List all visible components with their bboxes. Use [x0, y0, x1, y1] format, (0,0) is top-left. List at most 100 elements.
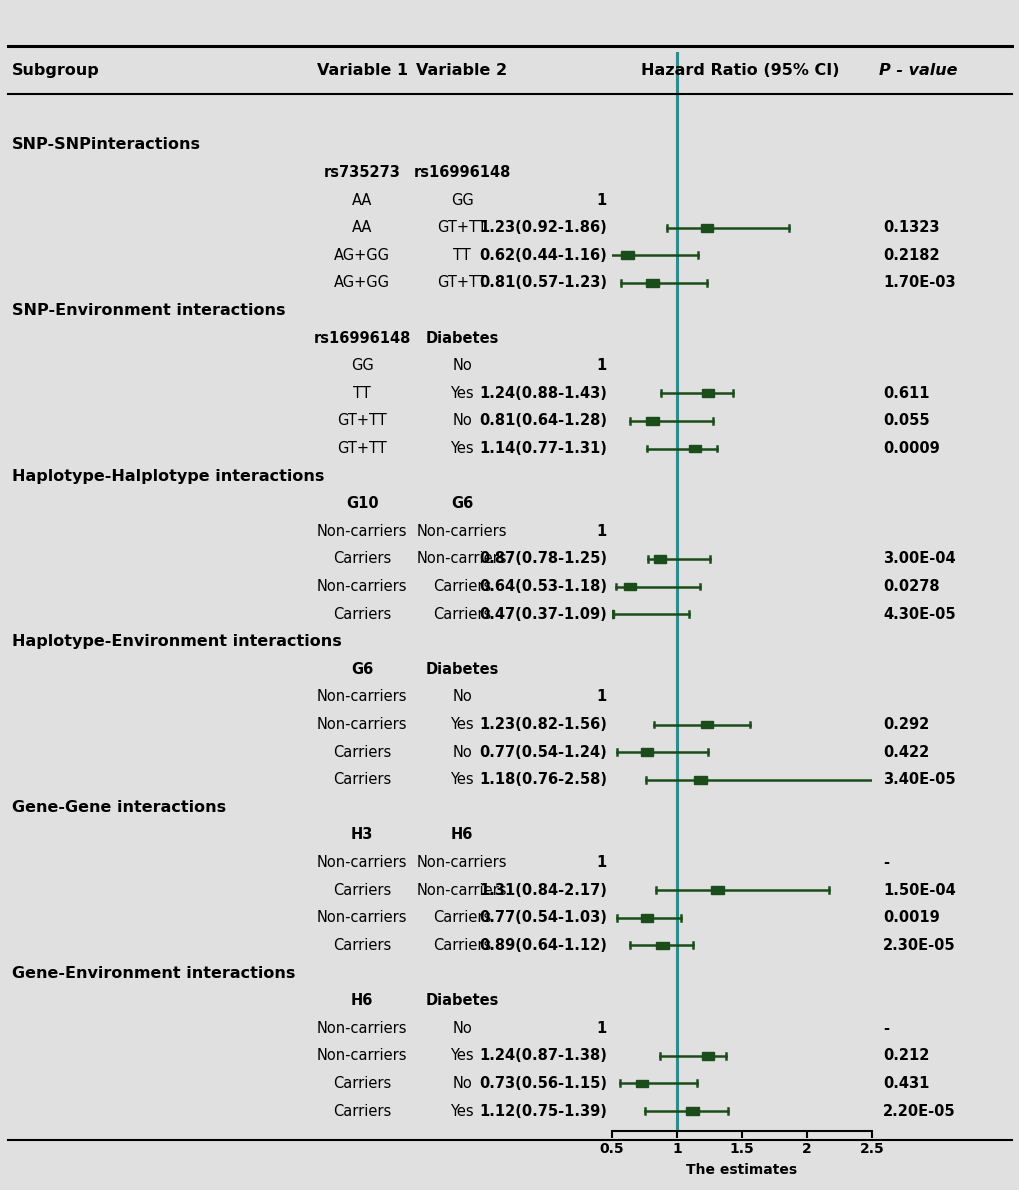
Text: 1.24(0.88-1.43): 1.24(0.88-1.43) [479, 386, 606, 401]
Text: 0.73(0.56-1.15): 0.73(0.56-1.15) [479, 1076, 606, 1091]
Text: Diabetes: Diabetes [425, 662, 498, 677]
Text: Carriers: Carriers [332, 607, 391, 621]
Text: SNP-SNPinteractions: SNP-SNPinteractions [12, 137, 201, 152]
Text: 0.62(0.44-1.16): 0.62(0.44-1.16) [479, 248, 606, 263]
Bar [645, 416, 658, 425]
Text: 1: 1 [596, 1021, 606, 1035]
Text: 1.12(0.75-1.39): 1.12(0.75-1.39) [479, 1103, 606, 1119]
Text: 3.00E-04: 3.00E-04 [882, 551, 955, 566]
Text: Non-carriers: Non-carriers [317, 1048, 407, 1064]
Text: Carriers: Carriers [332, 772, 391, 788]
Text: Carriers: Carriers [432, 910, 491, 926]
Text: AG+GG: AG+GG [334, 248, 389, 263]
Text: 0.81(0.57-1.23): 0.81(0.57-1.23) [479, 275, 606, 290]
Text: Carriers: Carriers [332, 938, 391, 953]
Text: 1.14(0.77-1.31): 1.14(0.77-1.31) [479, 441, 606, 456]
Text: 1: 1 [596, 524, 606, 539]
Bar [701, 389, 713, 397]
Bar [601, 610, 613, 618]
Text: Carriers: Carriers [332, 1103, 391, 1119]
Text: Non-carriers: Non-carriers [317, 524, 407, 539]
Text: 0.2182: 0.2182 [882, 248, 940, 263]
Text: 3.40E-05: 3.40E-05 [882, 772, 955, 788]
Text: Yes: Yes [449, 1048, 474, 1064]
Text: G10: G10 [345, 496, 378, 512]
Bar [700, 224, 712, 232]
Text: 1.50E-04: 1.50E-04 [882, 883, 955, 897]
Text: TT: TT [353, 386, 371, 401]
Text: No: No [451, 1021, 472, 1035]
Bar [653, 555, 665, 563]
Text: Carriers: Carriers [432, 607, 491, 621]
Bar [710, 887, 722, 894]
Text: No: No [451, 358, 472, 374]
Text: 2.20E-05: 2.20E-05 [882, 1103, 955, 1119]
Text: AA: AA [352, 220, 372, 236]
Text: Haplotype-Environment interactions: Haplotype-Environment interactions [12, 634, 341, 650]
Bar [701, 1052, 713, 1060]
Text: 0.422: 0.422 [882, 745, 928, 759]
Text: Gene-Gene interactions: Gene-Gene interactions [12, 800, 226, 815]
Bar [700, 721, 712, 728]
Text: 0.1323: 0.1323 [882, 220, 938, 236]
Text: 0.64(0.53-1.18): 0.64(0.53-1.18) [479, 580, 606, 594]
Text: Non-carriers: Non-carriers [317, 689, 407, 704]
Text: 0.77(0.54-1.24): 0.77(0.54-1.24) [479, 745, 606, 759]
Text: H3: H3 [351, 827, 373, 843]
Text: Non-carriers: Non-carriers [317, 718, 407, 732]
Text: 0.89(0.64-1.12): 0.89(0.64-1.12) [479, 938, 606, 953]
Text: 0.212: 0.212 [882, 1048, 928, 1064]
Text: 1.24(0.87-1.38): 1.24(0.87-1.38) [479, 1048, 606, 1064]
Text: 1.23(0.82-1.56): 1.23(0.82-1.56) [479, 718, 606, 732]
Text: GT+TT: GT+TT [337, 441, 386, 456]
Text: -: - [882, 856, 889, 870]
Text: rs735273: rs735273 [323, 165, 400, 180]
Bar [624, 583, 636, 590]
Bar [686, 1107, 698, 1115]
Text: Carriers: Carriers [432, 938, 491, 953]
Text: 0.0009: 0.0009 [882, 441, 940, 456]
Text: Subgroup: Subgroup [12, 63, 100, 77]
Text: 4.30E-05: 4.30E-05 [882, 607, 955, 621]
Text: Gene-Environment interactions: Gene-Environment interactions [12, 965, 296, 981]
Text: 0.77(0.54-1.03): 0.77(0.54-1.03) [479, 910, 606, 926]
Text: 0.055: 0.055 [882, 413, 929, 428]
Text: 0.0278: 0.0278 [882, 580, 940, 594]
Text: No: No [451, 689, 472, 704]
Text: 0.431: 0.431 [882, 1076, 928, 1091]
Text: Carriers: Carriers [332, 883, 391, 897]
Text: 1: 1 [596, 856, 606, 870]
Text: G6: G6 [351, 662, 373, 677]
Text: H6: H6 [351, 994, 373, 1008]
Text: 0.81(0.64-1.28): 0.81(0.64-1.28) [479, 413, 606, 428]
Bar [621, 251, 633, 259]
Text: Yes: Yes [449, 772, 474, 788]
Text: AG+GG: AG+GG [334, 275, 389, 290]
Text: 0.0019: 0.0019 [882, 910, 940, 926]
Text: 1: 1 [596, 358, 606, 374]
Text: Carriers: Carriers [332, 745, 391, 759]
Text: TT: TT [452, 248, 471, 263]
Text: 1.18(0.76-2.58): 1.18(0.76-2.58) [479, 772, 606, 788]
Text: rs16996148: rs16996148 [413, 165, 511, 180]
Text: P - value: P - value [878, 63, 957, 77]
Text: Non-carriers: Non-carriers [417, 856, 506, 870]
Text: rs16996148: rs16996148 [313, 331, 411, 345]
Text: Carriers: Carriers [432, 580, 491, 594]
Text: Yes: Yes [449, 718, 474, 732]
Text: Haplotype-Halplotype interactions: Haplotype-Halplotype interactions [12, 469, 324, 483]
Text: Non-carriers: Non-carriers [317, 856, 407, 870]
Text: 0.87(0.78-1.25): 0.87(0.78-1.25) [479, 551, 606, 566]
Text: Non-carriers: Non-carriers [417, 524, 506, 539]
Text: Yes: Yes [449, 1103, 474, 1119]
Text: 1.23(0.92-1.86): 1.23(0.92-1.86) [479, 220, 606, 236]
Text: 1.31(0.84-2.17): 1.31(0.84-2.17) [479, 883, 606, 897]
Text: Non-carriers: Non-carriers [317, 580, 407, 594]
Text: No: No [451, 745, 472, 759]
Text: 0.292: 0.292 [882, 718, 928, 732]
Text: Hazard Ratio (95% CI): Hazard Ratio (95% CI) [641, 63, 839, 77]
Text: Variable 2: Variable 2 [416, 63, 507, 77]
Text: H6: H6 [450, 827, 473, 843]
Bar [640, 749, 653, 756]
Text: 1: 1 [596, 689, 606, 704]
